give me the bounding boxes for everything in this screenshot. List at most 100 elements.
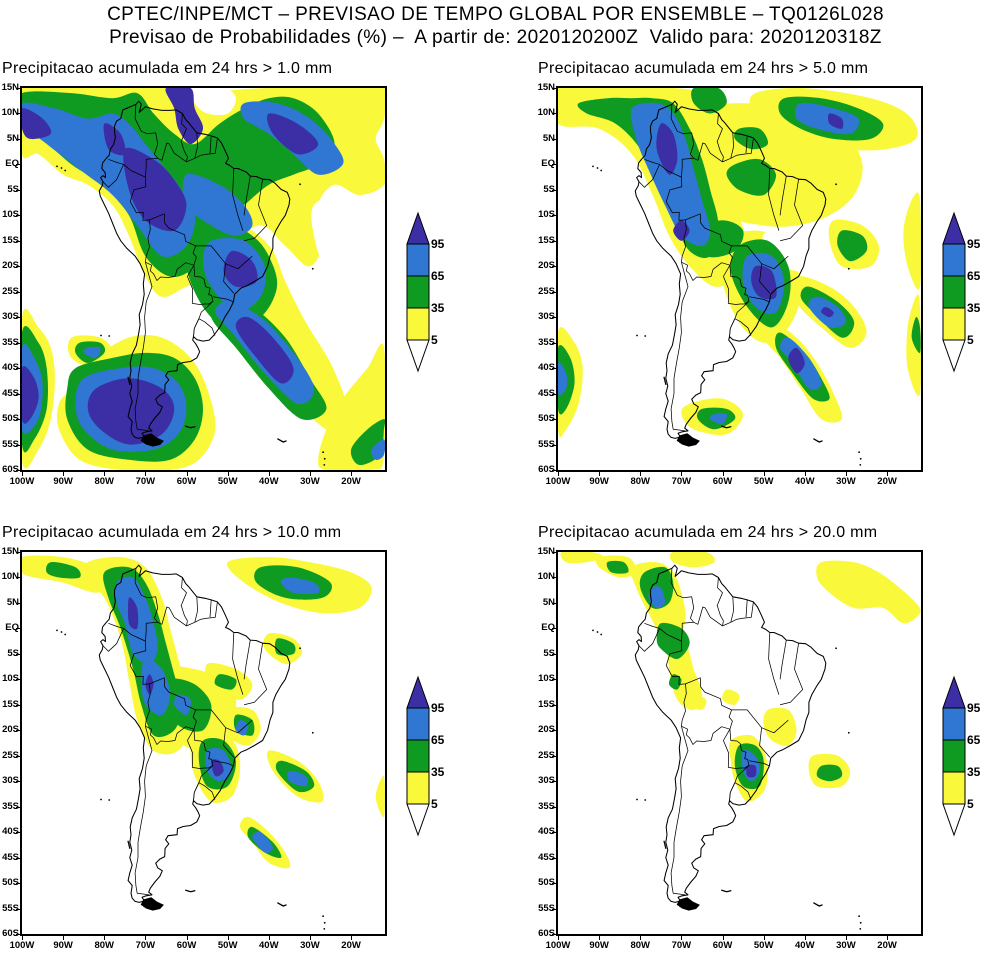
lat-tick-label: 25S bbox=[538, 285, 555, 297]
country-border bbox=[716, 577, 724, 626]
colorbar-arrow-bottom bbox=[406, 339, 430, 373]
lat-tick-label: EQ bbox=[541, 622, 555, 634]
lat-tick-mark bbox=[552, 908, 556, 910]
country-border bbox=[638, 628, 660, 652]
colorbar-label: 95 bbox=[431, 701, 445, 715]
country-border bbox=[749, 296, 770, 303]
lon-tick-mark bbox=[681, 936, 683, 940]
contour-region-65 bbox=[83, 346, 101, 359]
country-border bbox=[223, 263, 235, 294]
island-dot bbox=[596, 631, 599, 633]
lat-tick-label: EQ bbox=[5, 158, 19, 170]
contour-region-95 bbox=[746, 764, 757, 778]
country-border bbox=[244, 179, 268, 242]
map-canvas bbox=[20, 550, 387, 936]
lat-tick-label: 20S bbox=[538, 260, 555, 272]
contour-region-35 bbox=[837, 230, 868, 262]
country-border bbox=[195, 245, 253, 270]
lat-tick-mark bbox=[16, 653, 20, 655]
lat-tick-mark bbox=[552, 755, 556, 757]
lon-tick-label: 100W bbox=[545, 476, 571, 487]
lon-tick-label: 90W bbox=[53, 940, 73, 951]
country-border bbox=[134, 726, 153, 896]
country-border bbox=[193, 765, 214, 801]
island bbox=[663, 376, 667, 386]
contour-region-5 bbox=[689, 694, 707, 711]
island-dot bbox=[596, 167, 599, 169]
lat-tick-label: 15N bbox=[537, 82, 555, 93]
lat-tick-label: 55S bbox=[538, 902, 555, 914]
lat-tick-label: 15N bbox=[1, 546, 19, 557]
country-border bbox=[243, 640, 251, 680]
country-border bbox=[681, 683, 687, 727]
lat-tick-label: 20S bbox=[2, 260, 19, 272]
island-dot bbox=[859, 928, 862, 930]
island-dot bbox=[108, 335, 111, 337]
colorbar-arrow-bottom bbox=[942, 803, 966, 837]
lat-tick-mark bbox=[552, 577, 556, 579]
lat-tick-label: 25S bbox=[2, 285, 19, 297]
island-dot bbox=[322, 451, 324, 454]
lat-tick-mark bbox=[552, 393, 556, 395]
lon-tick-mark bbox=[145, 936, 147, 940]
lat-tick-label: 25S bbox=[2, 749, 19, 761]
panel-title: Precipitacao acumulada em 24 hrs > 1.0 m… bbox=[2, 60, 333, 77]
lon-tick-label: 40W bbox=[795, 476, 815, 487]
lon-tick-label: 40W bbox=[259, 476, 279, 487]
island bbox=[277, 438, 287, 443]
panel-precip-gt-1mm: Precipitacao acumulada em 24 hrs > 1.0 m… bbox=[0, 60, 460, 524]
lat-tick-label: 10N bbox=[1, 571, 19, 583]
colorbar-seg-65 bbox=[406, 243, 430, 277]
contour-region-95 bbox=[266, 113, 319, 155]
coastline bbox=[98, 100, 291, 439]
lat-tick-label: 10S bbox=[538, 209, 555, 221]
lat-tick-mark bbox=[552, 628, 556, 630]
panel-precip-gt-5mm: Precipitacao acumulada em 24 hrs > 5.0 m… bbox=[536, 60, 991, 524]
lat-tick-label: 45S bbox=[538, 387, 555, 399]
colorbar-label: 95 bbox=[431, 237, 445, 251]
contour-region-35 bbox=[606, 560, 629, 574]
colorbar-label: 65 bbox=[431, 733, 445, 747]
panel-title: Precipitacao acumulada em 24 hrs > 5.0 m… bbox=[538, 60, 869, 77]
lon-tick-mark bbox=[309, 472, 311, 476]
contour-region-65 bbox=[709, 413, 727, 425]
lat-tick-label: 10N bbox=[537, 107, 555, 119]
lat-tick-mark bbox=[16, 755, 20, 757]
lon-tick-label: 80W bbox=[630, 476, 651, 487]
lat-tick-mark bbox=[16, 908, 20, 910]
island bbox=[663, 840, 667, 850]
lon-tick-label: 80W bbox=[94, 476, 115, 487]
country-border bbox=[681, 261, 731, 281]
island-dot bbox=[311, 267, 314, 270]
country-border bbox=[194, 132, 198, 159]
country-border bbox=[681, 219, 687, 263]
lon-tick-mark bbox=[104, 472, 106, 476]
contour-map bbox=[22, 88, 385, 470]
lat-tick-mark bbox=[552, 857, 556, 859]
colorbar-arrow-top bbox=[942, 211, 966, 245]
lon-tick-label: 20W bbox=[341, 940, 361, 951]
lon-tick-mark bbox=[63, 936, 65, 940]
lat-tick-label: 50S bbox=[538, 413, 555, 425]
lon-tick-label: 60W bbox=[712, 940, 733, 951]
lat-tick-label: 10S bbox=[2, 673, 19, 685]
lon-tick-label: 30W bbox=[300, 940, 320, 951]
country-border bbox=[187, 265, 214, 305]
colorbar-label: 5 bbox=[431, 797, 438, 811]
lat-tick-label: 15S bbox=[2, 234, 19, 246]
country-border bbox=[108, 158, 124, 165]
lon-tick-mark bbox=[227, 472, 229, 476]
country-border bbox=[149, 213, 197, 266]
country-border bbox=[723, 729, 750, 769]
lon-tick-label: 70W bbox=[135, 476, 156, 487]
country-border bbox=[730, 132, 734, 159]
tierra-del-fuego bbox=[676, 897, 700, 911]
lat-tick-mark bbox=[16, 934, 20, 935]
lon-tick-label: 50W bbox=[217, 476, 238, 487]
lat-tick-mark bbox=[16, 215, 20, 217]
lon-tick-mark bbox=[268, 472, 270, 476]
island-dot bbox=[592, 629, 594, 632]
colorbar-legend: 95 65 35 5 bbox=[406, 675, 445, 837]
country-border bbox=[102, 164, 124, 188]
colorbar-label: 65 bbox=[431, 269, 445, 283]
